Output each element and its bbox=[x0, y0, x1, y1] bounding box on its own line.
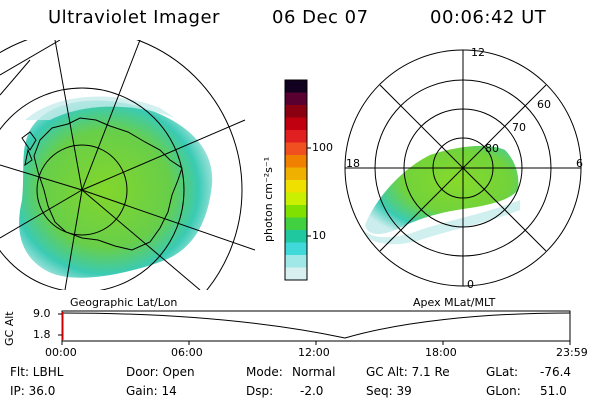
colorbar-band bbox=[285, 92, 307, 106]
date-label: 06 Dec 07 bbox=[272, 7, 369, 28]
altitude-curve bbox=[61, 312, 571, 339]
mlt-label-top: 12 bbox=[471, 46, 485, 59]
colorbar-band bbox=[285, 217, 307, 231]
glon-label: GLon: bbox=[486, 384, 521, 398]
colorbar-band bbox=[285, 267, 307, 281]
gc-alt-info: GC Alt: 7.1 Re bbox=[366, 365, 450, 379]
colorbar-band bbox=[285, 80, 307, 93]
colorbar-band bbox=[285, 117, 307, 131]
colorbar bbox=[285, 80, 311, 281]
colorbar-band bbox=[285, 180, 307, 193]
glat-value: -76.4 bbox=[540, 365, 572, 379]
mlt-label-right: 6 bbox=[576, 157, 583, 170]
colorbar-band bbox=[285, 155, 307, 168]
app-title: Ultraviolet Imager bbox=[48, 7, 220, 28]
geographic-map bbox=[0, 40, 256, 290]
colorbar-band bbox=[285, 142, 307, 156]
gain-info: Gain: 14 bbox=[126, 384, 177, 398]
aurora-image-left bbox=[19, 100, 213, 278]
colorbar-band bbox=[285, 167, 307, 181]
colorbar-label: photon cm⁻²s⁻¹ bbox=[262, 156, 275, 242]
mode-label: Mode: bbox=[246, 365, 283, 379]
colorbar-band bbox=[285, 130, 307, 143]
mlat-label-60: 60 bbox=[537, 98, 551, 111]
filter-info: Flt: LBHL bbox=[10, 365, 64, 379]
colorbar-tick-10: 10 bbox=[312, 229, 326, 242]
mlat-label-70: 70 bbox=[512, 121, 526, 134]
dsp-value: -2.0 bbox=[300, 384, 324, 398]
mlt-label-bottom: 0 bbox=[467, 278, 474, 291]
seq-info: Seq: 39 bbox=[366, 384, 412, 398]
colorbar-band bbox=[285, 255, 307, 268]
time-tick-0: 00:00 bbox=[45, 346, 77, 359]
time-label: 00:06:42 UT bbox=[430, 7, 547, 28]
colorbar-band bbox=[285, 230, 307, 243]
time-tick-3: 18:00 bbox=[425, 346, 457, 359]
glon-value: 51.0 bbox=[540, 384, 567, 398]
mlt-label-left: 18 bbox=[346, 157, 360, 170]
altitude-strip bbox=[58, 310, 571, 345]
colorbar-tick-100: 100 bbox=[312, 141, 333, 154]
left-panel-caption: Geographic Lat/Lon bbox=[70, 296, 178, 309]
altitude-tick-high: 9.0 bbox=[33, 307, 51, 320]
time-tick-4: 23:59 bbox=[556, 346, 588, 359]
glat-label: GLat: bbox=[486, 365, 519, 379]
colorbar-band bbox=[285, 192, 307, 206]
dsp-label: Dsp: bbox=[246, 384, 274, 398]
time-tick-1: 06:00 bbox=[171, 346, 203, 359]
time-tick-2: 12:00 bbox=[298, 346, 330, 359]
mlat-label-80: 80 bbox=[485, 142, 499, 155]
polar-plot bbox=[344, 49, 582, 287]
colorbar-band bbox=[285, 105, 307, 118]
colorbar-band bbox=[285, 205, 307, 218]
door-info: Door: Open bbox=[126, 365, 195, 379]
colorbar-band bbox=[285, 242, 307, 256]
ip-info: IP: 36.0 bbox=[10, 384, 56, 398]
altitude-axis-label: GC Alt bbox=[3, 311, 16, 346]
right-panel-caption: Apex MLat/MLT bbox=[413, 296, 496, 309]
coastline bbox=[33, 117, 183, 251]
mode-value: Normal bbox=[292, 365, 336, 379]
altitude-tick-low: 1.8 bbox=[33, 328, 51, 341]
